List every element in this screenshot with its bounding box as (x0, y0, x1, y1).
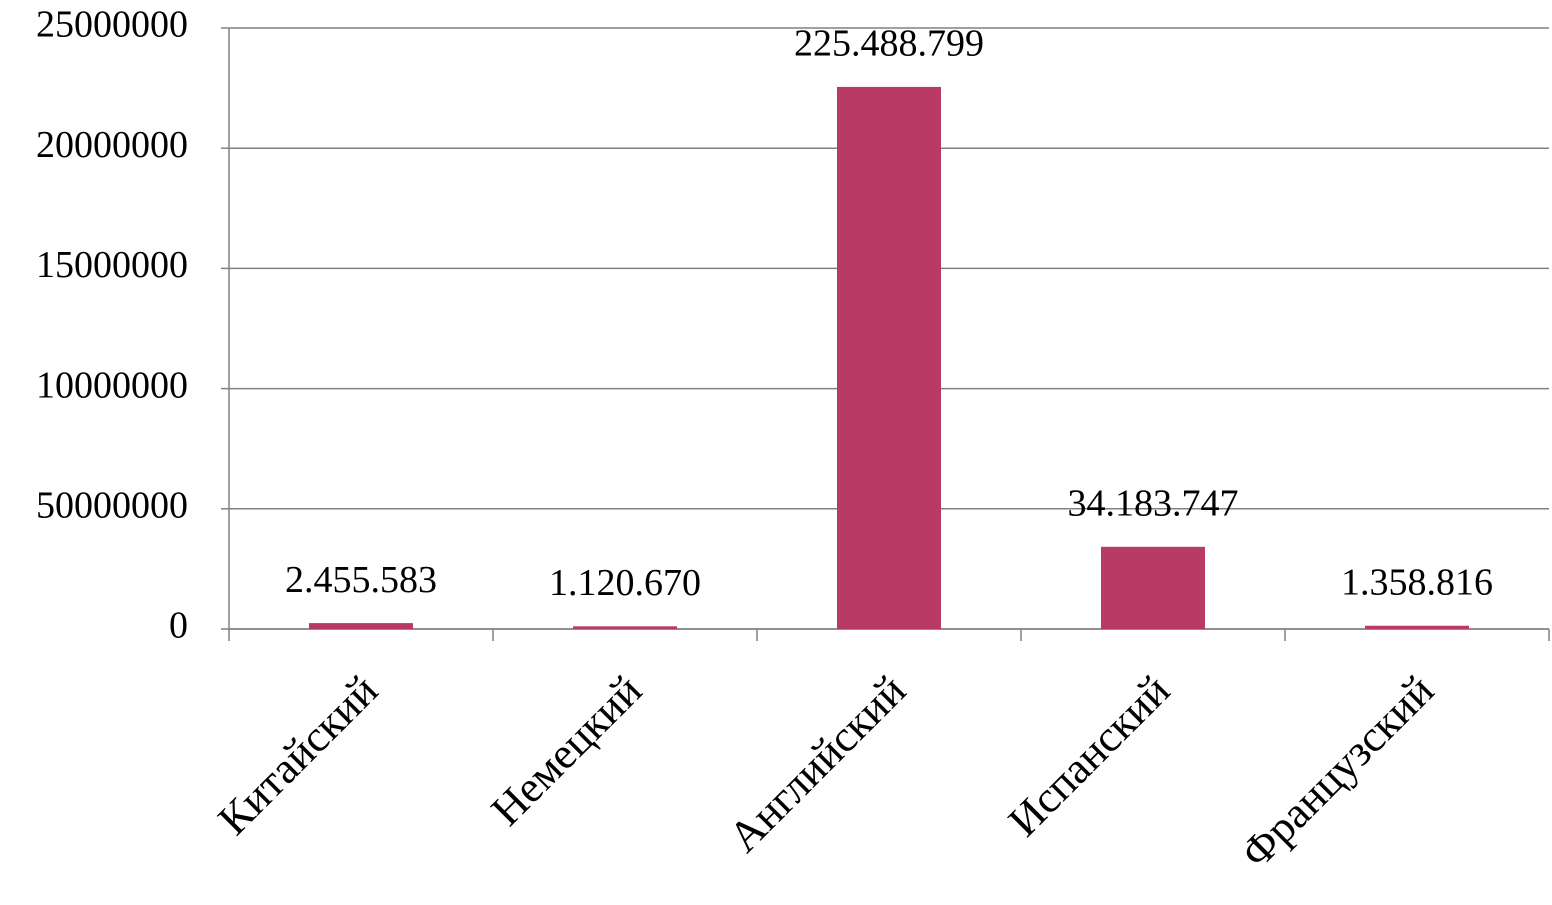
value-label: 2.455.583 (285, 559, 437, 601)
bar (573, 626, 677, 629)
x-tick-label: Французский (1231, 666, 1443, 878)
value-label: 225.488.799 (794, 23, 984, 65)
bar (837, 86, 941, 629)
value-label: 1.358.816 (1341, 561, 1493, 603)
y-tick-label: 0 (169, 605, 188, 647)
y-tick-label: 25000000 (36, 4, 188, 46)
bar (309, 623, 413, 629)
y-tick-label: 10000000 (36, 364, 188, 406)
value-label: 34.183.747 (1068, 483, 1239, 525)
y-tick-label: 20000000 (36, 124, 188, 166)
x-tick-label: Испанский (999, 666, 1179, 846)
bar (1365, 625, 1469, 629)
x-tick-label: Немецкий (482, 666, 651, 835)
value-label: 1.120.670 (549, 562, 701, 604)
x-tick-label: Английский (719, 666, 915, 862)
bar (1101, 546, 1205, 629)
x-tick-label: Китайский (208, 666, 387, 845)
y-tick-label: 15000000 (36, 244, 188, 286)
y-tick-label: 50000000 (36, 485, 188, 527)
